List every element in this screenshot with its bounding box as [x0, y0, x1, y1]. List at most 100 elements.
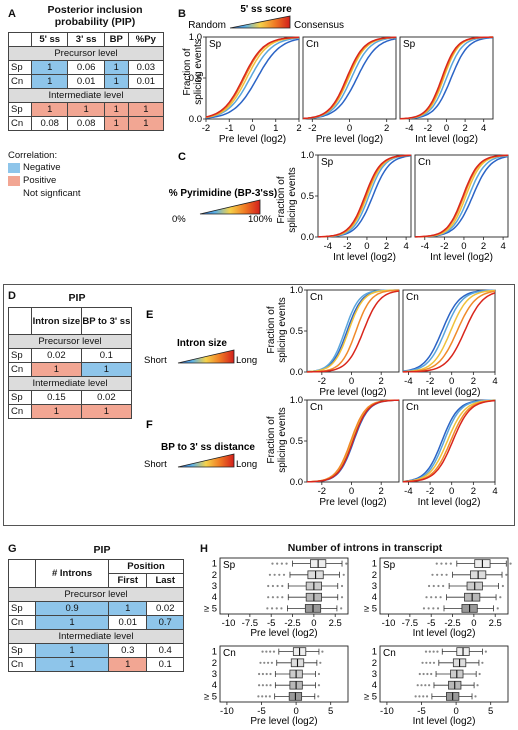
box-row-label: 3	[372, 669, 377, 680]
panel-d-title: PIP	[68, 292, 86, 304]
legend-title: Correlation:	[8, 150, 58, 161]
panel-b-1-subplot: Sp -2 -1 0 1 2 Pre level (log2) 0.0 0.5 1.0	[189, 32, 302, 145]
species-label: Sp	[223, 560, 236, 571]
table-row: Cn 1 0.01 1 0.01	[8, 74, 165, 89]
x-tick-label: -2	[426, 376, 434, 387]
intermediate-level-row: Intermediate level	[8, 88, 164, 103]
box-row-label: 2	[212, 570, 217, 581]
panel-g-title: PIP	[93, 544, 111, 556]
panel-b-color-scale: 5' ss score	[229, 4, 292, 29]
box-outlier	[273, 573, 276, 576]
cdf-curve-1	[302, 38, 397, 120]
box-row-label: 1	[372, 559, 377, 570]
box-outlier	[265, 650, 268, 653]
box-outlier	[445, 573, 448, 576]
cdf-curve-3	[306, 289, 399, 373]
x-tick-label: 0	[453, 706, 458, 717]
intermediate-level-row: Intermediate level	[8, 376, 132, 391]
panel-c-color-scale	[199, 199, 261, 215]
box-row-label: ≥ 5	[364, 603, 377, 614]
table-cell: 1	[80, 362, 133, 377]
cdf-curve-5	[415, 154, 508, 238]
x-tick-label: 2	[384, 123, 389, 134]
table-cell: 1	[80, 404, 133, 419]
x-tick-label: -4	[404, 376, 412, 387]
table-cell: 1	[30, 102, 69, 117]
x-tick-label: -5	[257, 706, 265, 717]
box-outlier	[276, 596, 279, 599]
box-row-label: 4	[372, 592, 377, 603]
box-outlier	[340, 596, 344, 599]
cdf-curve-1	[205, 38, 300, 119]
cdf-curve-5	[205, 36, 300, 118]
x-tick-label: -2	[308, 123, 316, 134]
cdf-curve-1	[415, 155, 509, 238]
table-row: Cn 1 1	[8, 404, 133, 419]
x-tick-label: 0	[449, 486, 454, 497]
color-scale-title: 5' ss score	[240, 4, 292, 15]
x-tick-label: -2	[202, 123, 210, 134]
table-cell: 0.01	[127, 74, 165, 89]
box-outlier	[266, 607, 269, 610]
box-outlier	[422, 607, 426, 610]
box-outlier	[264, 695, 268, 698]
legend-ns: Not signficant	[23, 188, 81, 199]
box-outlier	[418, 695, 421, 698]
box-outlier	[484, 650, 487, 653]
box-outlier	[259, 661, 262, 664]
panel-c-y-axis-label: Fraction of splicing events	[276, 167, 298, 233]
panel-a-table: 5' ss 3' ss BP %Py Precursor level Sp 1 0.06 1 0.…	[8, 32, 165, 131]
table-cell: 1	[127, 116, 165, 131]
box-outlier	[414, 695, 417, 698]
x-tick-label: 5	[328, 706, 333, 717]
x-tick-label: -1	[225, 123, 233, 134]
box-outlier	[425, 596, 428, 599]
x-tick-label: 2	[471, 486, 476, 497]
box-outlier	[317, 684, 321, 687]
x-tick-label: -2.5	[284, 618, 300, 629]
panel-g-table: # Introns Position First Last Precursor leve…	[8, 559, 184, 672]
table-row: Sp 0.15 0.02	[8, 390, 133, 405]
panel-c-scale-low: 0%	[172, 214, 186, 225]
x-tick-label: -2.5	[444, 618, 460, 629]
x-tick-label: 2	[462, 123, 467, 134]
table-row: Sp 1 1 1 1	[8, 102, 165, 117]
table-corner-cell	[8, 32, 32, 47]
cdf-curve-5	[399, 36, 493, 120]
panel-a-legend: Correlation: Negative Positive Not signf…	[8, 150, 81, 199]
intermediate-level-label: Intermediate level	[8, 88, 164, 103]
box-outlier	[432, 607, 435, 610]
box-row-label: 4	[212, 680, 217, 691]
species-label: Sp	[383, 560, 396, 571]
cdf-curve-5	[307, 399, 399, 483]
box-row-label: ≥ 5	[204, 691, 217, 702]
box-outlier	[428, 684, 431, 687]
cdf-curve-5	[403, 292, 496, 373]
y-tick-label: 0.5	[189, 73, 202, 84]
panel-h-title: Number of introns in transcript	[287, 542, 443, 554]
table-corner-cell	[8, 559, 36, 588]
species-label: Sp	[209, 39, 222, 50]
box-outlier	[261, 684, 264, 687]
box-outlier	[499, 596, 502, 599]
box-outlier	[270, 661, 273, 664]
box-row-label: 4	[212, 592, 217, 603]
panel-d-table: Intron size BP to 3' ss Precursor level Sp 0…	[8, 307, 133, 419]
table-cell: 1	[127, 102, 165, 117]
y-label-line2: splicing events	[277, 407, 288, 473]
x-tick-label: 1	[273, 123, 278, 134]
box-row-label: 3	[372, 581, 377, 592]
box-outlier	[265, 672, 268, 676]
x-tick-label: 0	[311, 618, 316, 629]
intermediate-level-label: Intermediate level	[8, 376, 132, 391]
table-cell: 0.1	[146, 657, 184, 672]
y-tick-label: 0.0	[189, 114, 202, 125]
x-axis-label: Pre level (log2)	[319, 387, 386, 398]
x-tick-label: -2	[440, 241, 448, 252]
table-row: Cn 1 0.01 0.7	[8, 615, 184, 630]
table-header-cell: BP	[103, 32, 129, 47]
legend-positive-swatch	[8, 175, 20, 186]
table-header-cell: %Py	[127, 32, 165, 47]
